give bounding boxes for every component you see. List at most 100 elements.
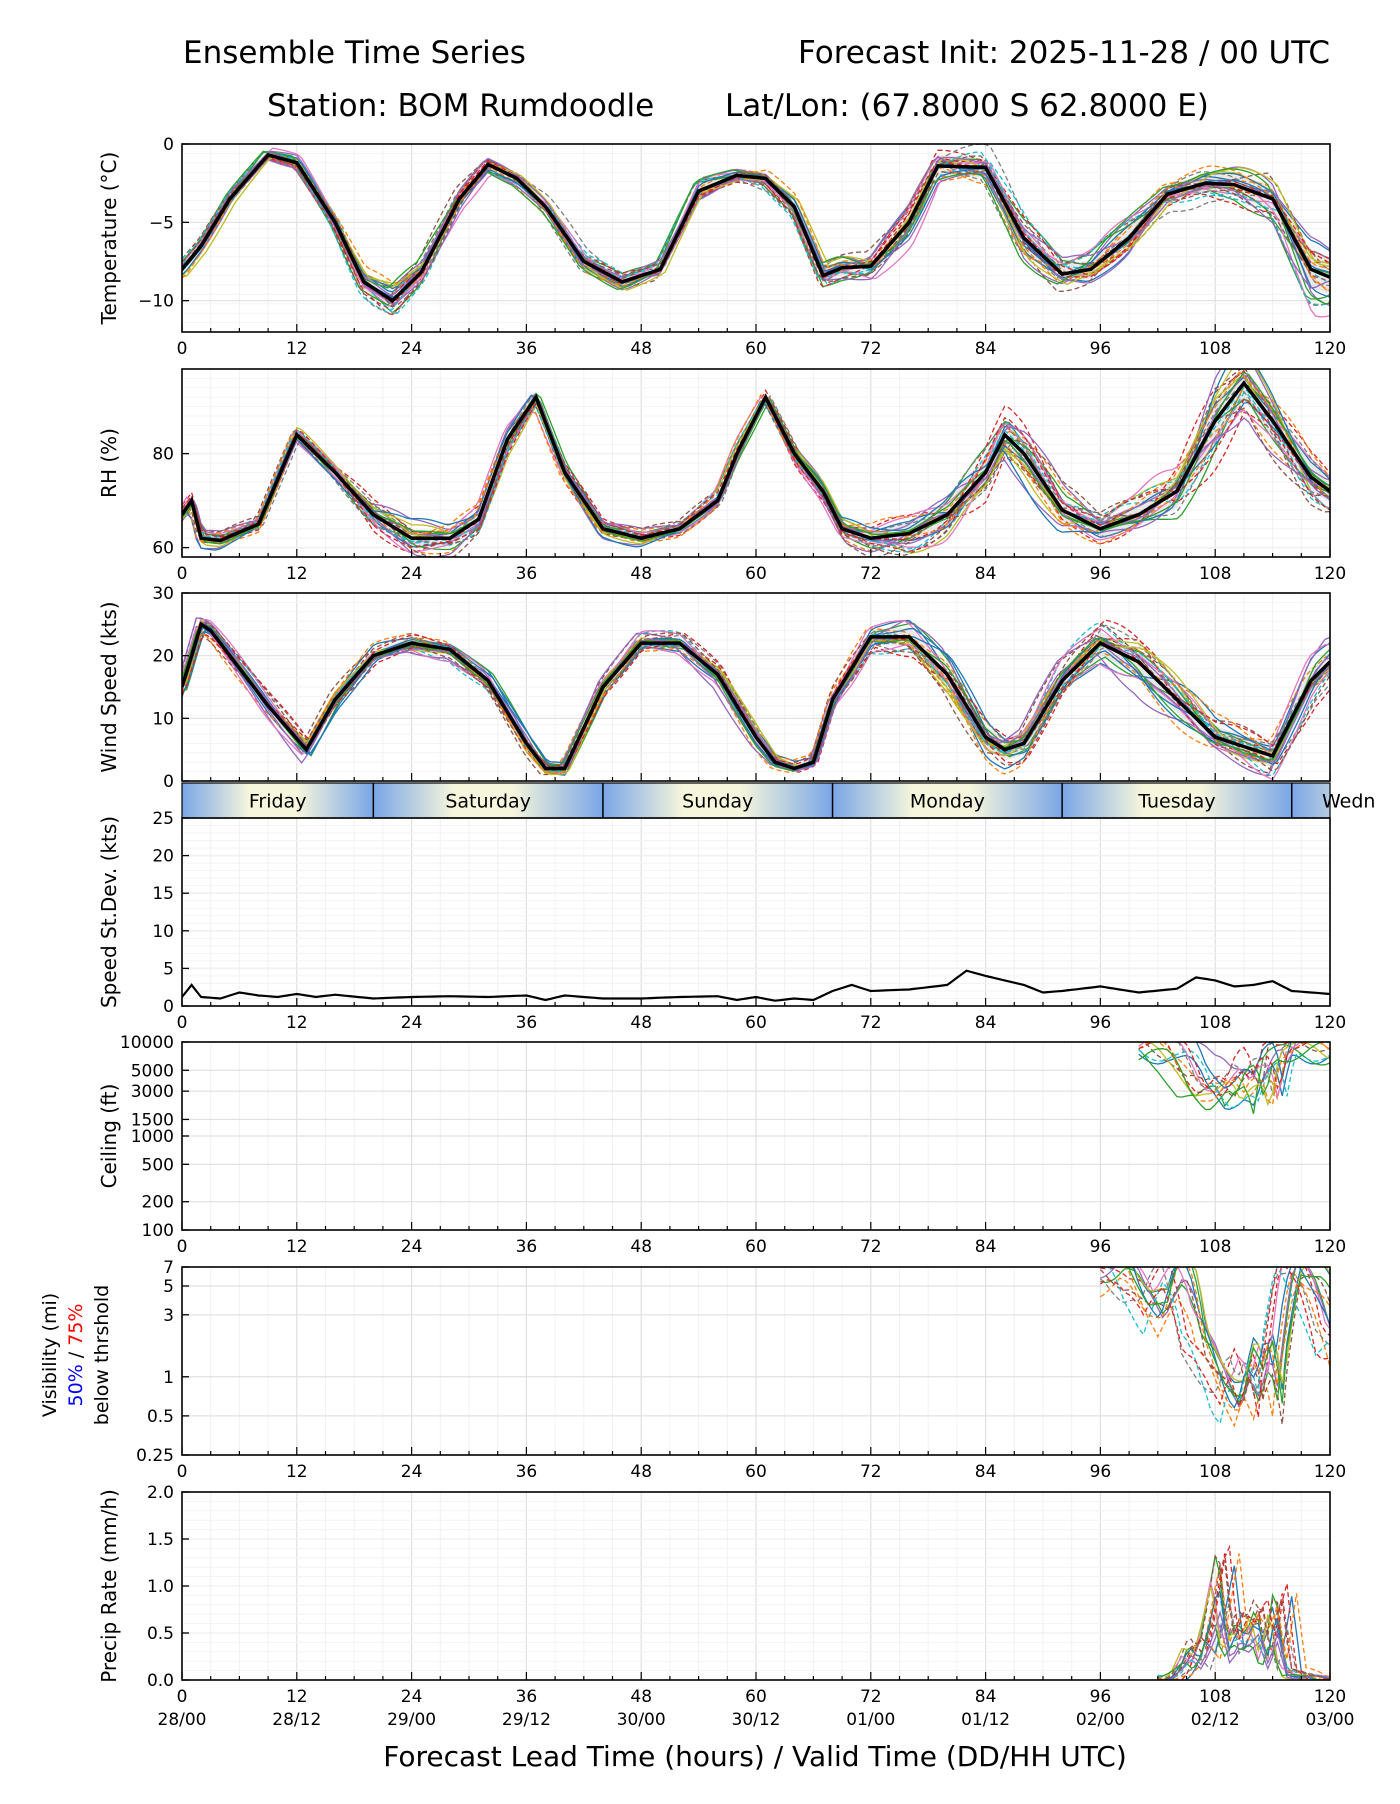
x-tick-label: 72 [860,1237,882,1257]
x-tick-label: 108 [1199,339,1231,359]
y-tick-label: 3 [163,1306,174,1326]
y-tick-label: 2.0 [147,1483,174,1503]
x-tick-label: 96 [1090,1013,1112,1033]
member-line [182,386,1330,550]
stdev-line [182,969,1330,1002]
visibility-ylabel-line1: Visibility (mi) [39,1293,61,1417]
x-tick-label: 120 [1314,1237,1346,1257]
member-line [1100,1267,1330,1409]
y-tick-label: 80 [152,445,174,465]
member-line [182,622,1330,772]
x-tick-label: 12 [286,1687,308,1707]
station-name: Station: BOM Rumdoodle [267,88,654,124]
x-tick-label: 24 [401,1237,423,1257]
member-line [1138,1049,1330,1109]
x-tick-label: 24 [401,1013,423,1033]
x-tick-label: 0 [177,1462,188,1482]
y-tick-label: 1000 [131,1127,174,1147]
member-line [1157,1554,1330,1680]
x-tick-label: 120 [1314,1462,1346,1482]
x-tick-label: 72 [860,1013,882,1033]
member-line [1164,1042,1290,1093]
valid-time-label: 03/00 [1306,1710,1355,1730]
member-line [1125,1267,1330,1411]
y-tick-label: 5 [163,959,174,979]
x-tick-label: 60 [745,1237,767,1257]
x-tick-label: 0 [177,564,188,584]
x-tick-label: 36 [516,1013,538,1033]
x-tick-label: 24 [401,1687,423,1707]
x-tick-label: 36 [516,1237,538,1257]
valid-time-label: 28/00 [158,1710,207,1730]
x-tick-label: 84 [975,1462,997,1482]
member-line [1138,1042,1310,1097]
visibility-ylabel: Visibility (mi) 50% / 75% below thrshold [39,1285,113,1425]
member-line [182,632,1330,772]
y-tick-label: 1 [163,1368,174,1388]
day-label-sunday: Sunday [682,791,753,813]
member-line [182,154,1330,287]
y-tick-label: 0.25 [136,1446,174,1466]
y-tick-label: 1.5 [147,1530,174,1550]
y-tick-label: 0 [163,772,174,792]
x-tick-label: 108 [1199,1687,1231,1707]
lat-lon: Lat/Lon: (67.8000 S 62.8000 E) [725,88,1209,124]
day-label-tuesday: Tuesday [1137,791,1215,813]
member-line [1157,1601,1330,1680]
x-tick-label: 96 [1090,1687,1112,1707]
valid-time-label: 29/12 [502,1710,551,1730]
valid-time-label: 01/12 [961,1710,1010,1730]
x-axis-label: Forecast Lead Time (hours) / Valid Time … [383,1740,1127,1773]
member-line [182,623,1330,772]
x-tick-label: 72 [860,339,882,359]
member-line [1195,1042,1292,1089]
y-tick-label: 10 [152,709,174,729]
panel-speed_stdev: 0 5 10 15 20 25 Speed St.Dev. (kts) 0 12 24 36 48 60… [97,809,1346,1033]
y-tick-label: 30 [152,584,174,604]
member-line [182,151,1330,314]
y-tick-label: 0 [163,997,174,1017]
x-tick-label: 48 [630,564,652,584]
x-tick-label: 0 [177,1687,188,1707]
plot-area [182,969,1330,1002]
panel-temperature: 0 −5 −10 Temperature (°C) 0 12 24 36 48 60 72 84 96 1… [97,135,1346,359]
threshold-legend: 50% / 75% [65,1304,87,1407]
day-label-wedn: Wedn [1322,791,1375,813]
x-tick-label: 36 [516,564,538,584]
valid-time-label: 02/00 [1076,1710,1125,1730]
x-tick-label: 120 [1314,1687,1346,1707]
y-tick-label: 200 [142,1193,174,1213]
y-tick-label: 0 [163,135,174,155]
x-tick-label: 96 [1090,339,1112,359]
y-tick-label: −5 [149,213,174,233]
y-axis-label: RH (%) [97,428,121,498]
y-axis-label: Precip Rate (mm/h) [97,1489,121,1683]
member-line [182,390,1330,547]
member-line [1130,1267,1330,1409]
day-cell [1291,783,1330,818]
y-axis-label: Ceiling (ft) [97,1084,121,1189]
figure-title: Ensemble Time Series [183,35,526,71]
y-tick-label: −10 [138,292,174,312]
valid-time-label: 28/12 [272,1710,321,1730]
x-tick-label: 84 [975,1013,997,1033]
x-tick-label: 48 [630,1013,652,1033]
p75-label: 75% [65,1304,87,1346]
x-tick-label: 84 [975,1687,997,1707]
x-tick-label: 24 [401,1462,423,1482]
x-tick-label: 12 [286,339,308,359]
member-line [182,151,1330,305]
day-cell [373,783,603,818]
valid-time-label: 02/12 [1191,1710,1240,1730]
day-cell [1062,783,1292,818]
plot-area [182,144,1330,318]
y-tick-label: 100 [142,1221,174,1241]
y-axis-label: Speed St.Dev. (kts) [97,816,121,1008]
member-line [182,398,1330,552]
x-tick-label: 72 [860,1687,882,1707]
x-tick-label: 84 [975,564,997,584]
y-tick-label: 0.5 [147,1407,174,1427]
x-tick-label: 60 [745,1687,767,1707]
x-tick-label: 24 [401,339,423,359]
